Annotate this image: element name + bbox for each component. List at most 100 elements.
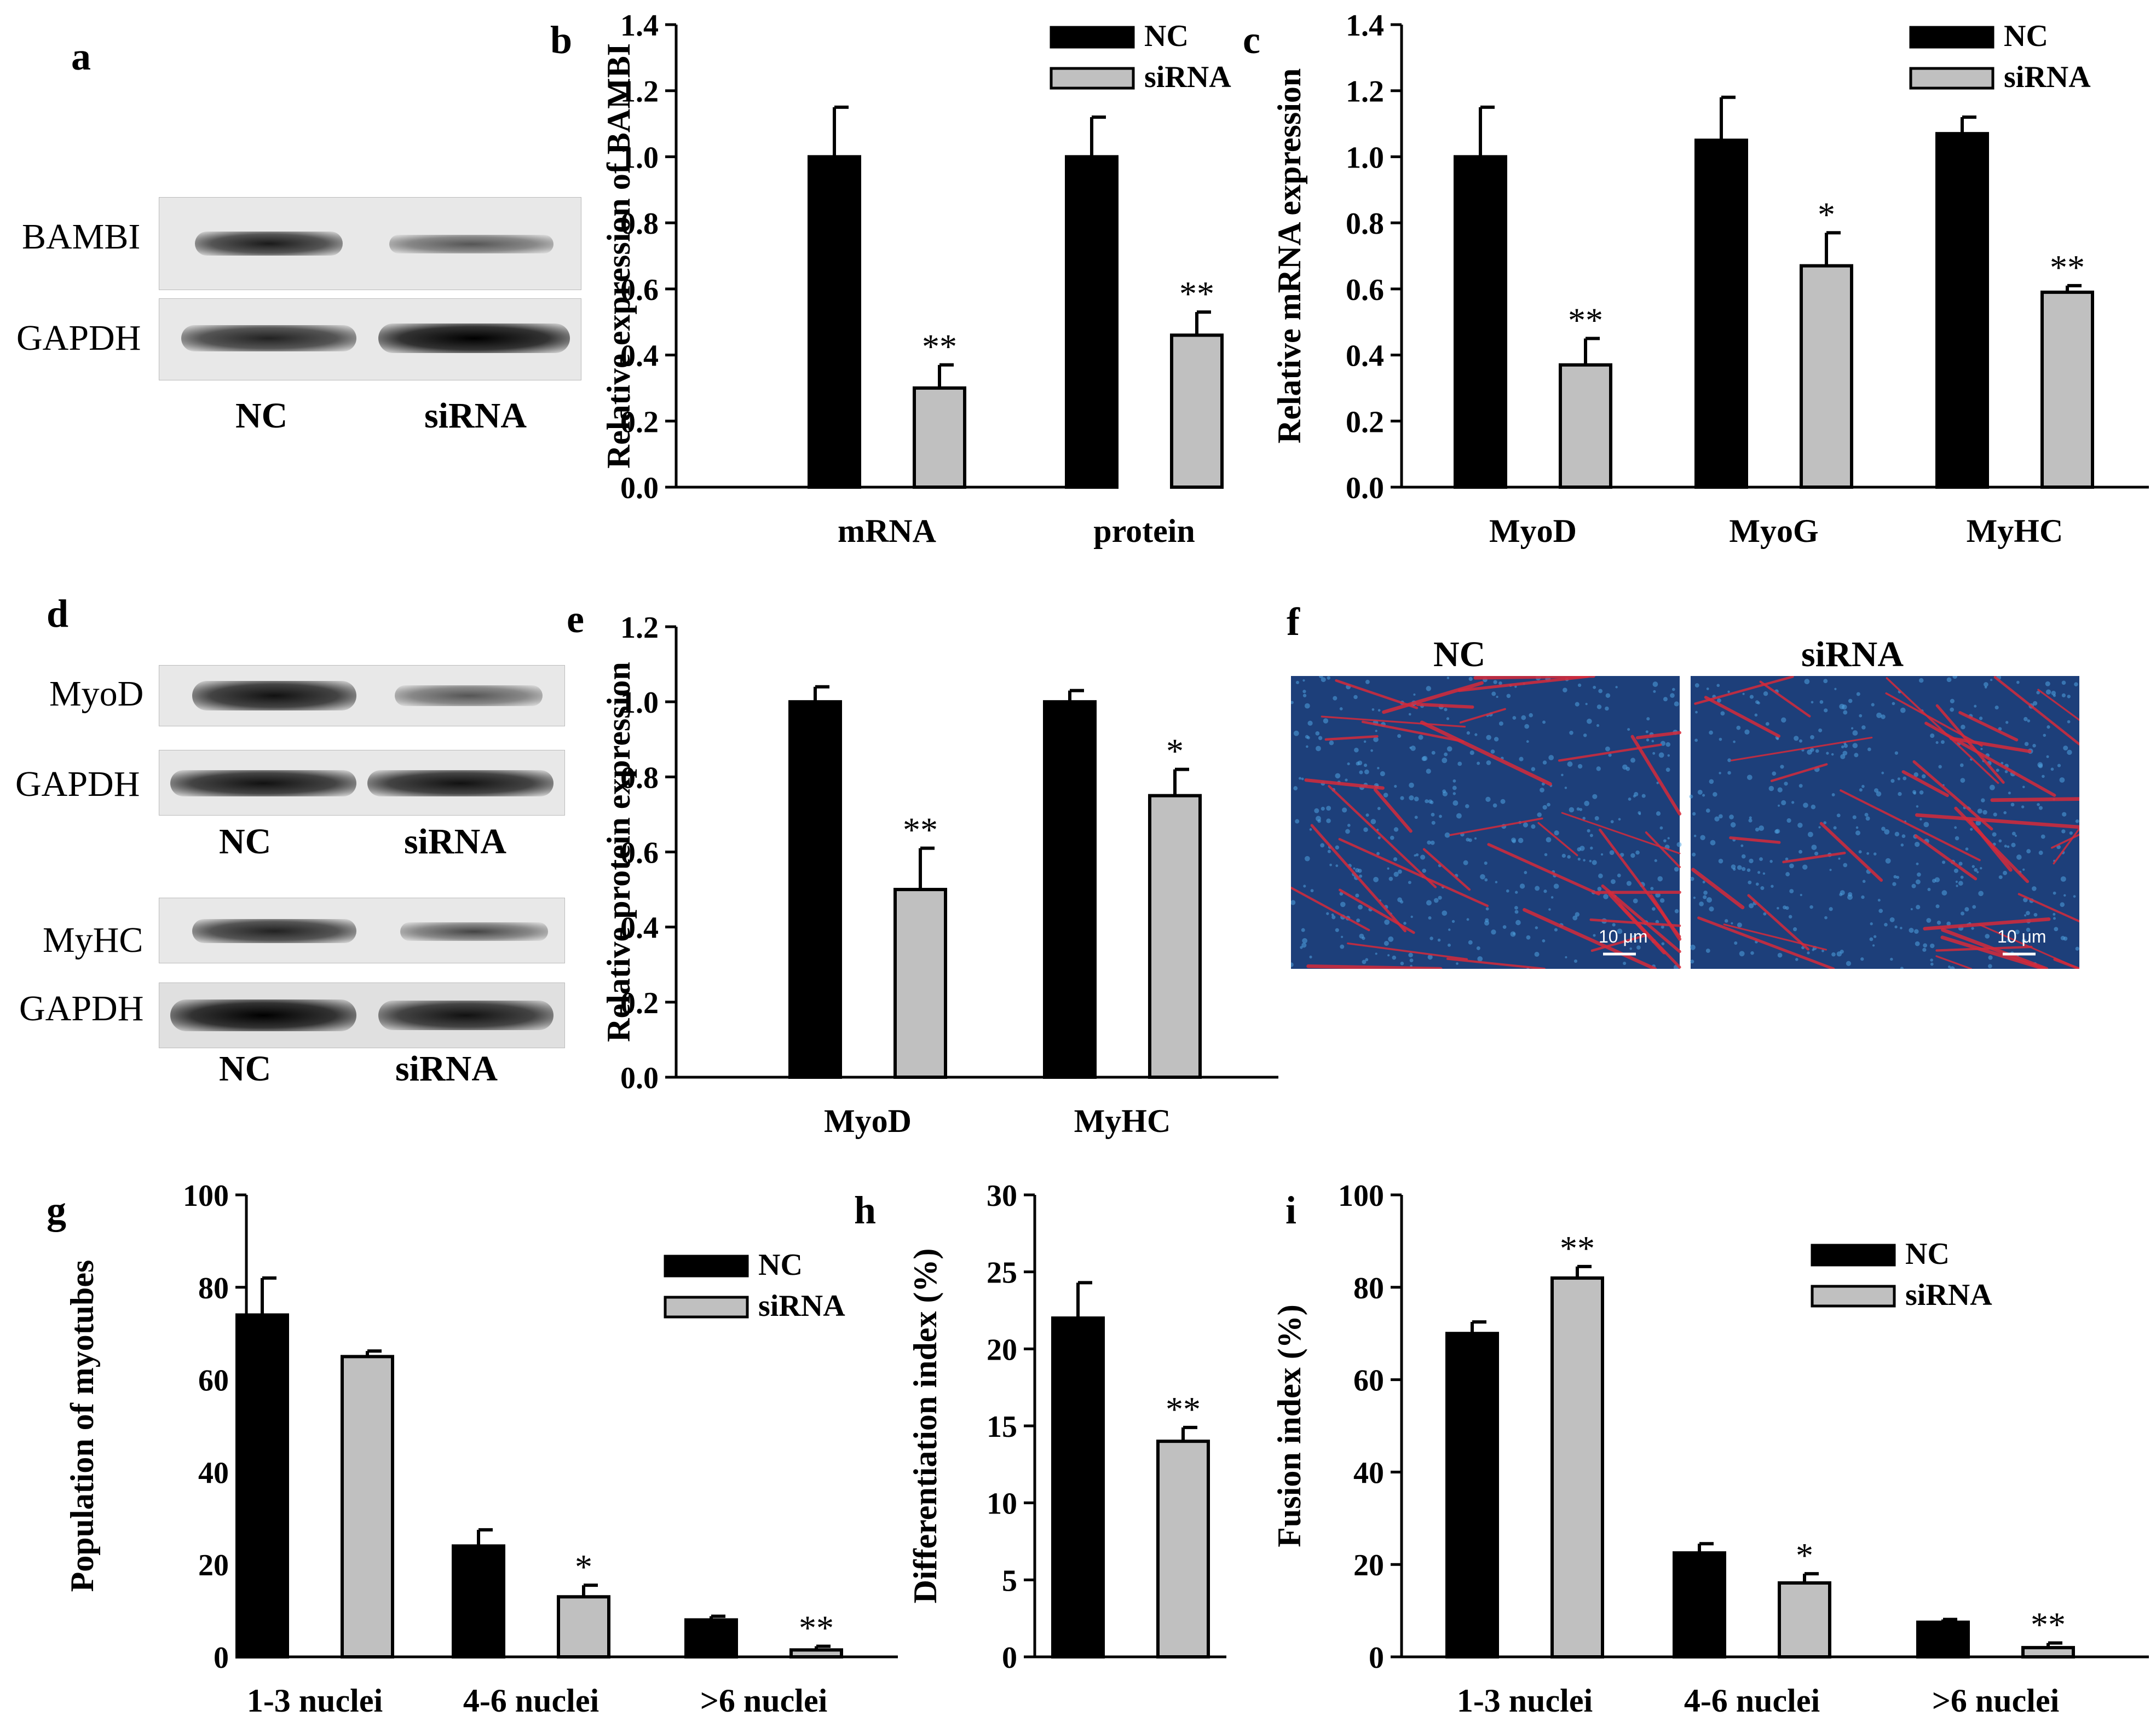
nucleus [2075, 819, 2079, 823]
nucleus [1852, 743, 1858, 748]
nucleus [1301, 928, 1305, 932]
myotube [1935, 955, 1973, 969]
nucleus [2061, 693, 2066, 697]
nucleus [1583, 733, 1587, 737]
nucleus [1993, 812, 1997, 817]
nucleus [2046, 755, 2049, 758]
myotube [2053, 958, 2079, 969]
significance-g: ** [799, 1609, 834, 1648]
nucleus [1596, 704, 1602, 709]
nucleus [1576, 807, 1580, 811]
nucleus [1610, 820, 1614, 824]
nucleus [1491, 691, 1496, 696]
y-axis-label-h: Differentiation index (%) [907, 1249, 943, 1604]
nucleus [1598, 873, 1603, 879]
nucleus [1326, 912, 1329, 915]
nucleus [1641, 794, 1646, 798]
nucleus [1843, 710, 1848, 715]
nucleus [1548, 908, 1551, 911]
nucleus [1359, 874, 1363, 878]
nucleus [1333, 696, 1338, 701]
nucleus [1609, 850, 1615, 856]
nucleus [1881, 771, 1884, 775]
nucleus [1890, 779, 1895, 783]
y-tick-label-g: 20 [198, 1548, 229, 1582]
y-tick-label-c: 0.8 [1346, 207, 1384, 241]
nucleus [1365, 679, 1370, 684]
nucleus [1754, 713, 1758, 717]
nucleus [1596, 766, 1601, 771]
myotube [1691, 868, 1745, 910]
nucleus [1923, 822, 1929, 828]
bar-i-sirna-2 [2021, 1646, 2075, 1659]
nucleus [1789, 889, 1794, 894]
y-tick-label-c: 1.4 [1346, 9, 1384, 43]
myotube [1338, 888, 1415, 934]
nucleus [2021, 805, 2025, 808]
myotube [2053, 828, 2079, 865]
nucleus [1537, 812, 1542, 817]
nucleus [2061, 829, 2066, 834]
nucleus [1493, 680, 1497, 684]
nucleus [1727, 771, 1731, 775]
nucleus [1446, 746, 1452, 752]
nucleus [1529, 713, 1533, 718]
nucleus [1442, 758, 1448, 764]
myotube [1291, 886, 1370, 932]
bar-e-sirna-0 [893, 888, 947, 1079]
myotube [1382, 681, 1484, 714]
myotube [1923, 917, 2051, 931]
myotube [1324, 735, 1379, 741]
nucleus [2022, 868, 2025, 871]
y-tick-label-e: 0.8 [620, 761, 659, 795]
nucleus [1553, 883, 1559, 889]
nucleus [1363, 764, 1368, 767]
nucleus [1802, 864, 1808, 870]
nucleus [1917, 872, 1921, 877]
nucleus [1980, 748, 1983, 750]
nucleus [1814, 851, 1819, 856]
nucleus [1375, 952, 1377, 955]
bar-c-sirna-0 [1559, 363, 1612, 489]
scale-bar-label-sirna: 10 μm [1997, 927, 2047, 946]
nucleus [1912, 790, 1916, 794]
scale-bar-label-nc: 10 μm [1599, 927, 1648, 946]
nucleus [1431, 820, 1436, 825]
nucleus [1755, 882, 1759, 886]
x-tick-label-g: 1-3 nuclei [247, 1683, 383, 1719]
nucleus [1331, 913, 1334, 916]
blot-label-bambi: BAMBI [22, 217, 141, 257]
y-tick-label-c: 0.4 [1346, 339, 1384, 373]
nucleus [2022, 785, 2025, 789]
nucleus [1572, 915, 1578, 921]
nucleus [1585, 703, 1588, 706]
y-tick-label-h: 15 [987, 1410, 1017, 1444]
nucleus [1414, 796, 1419, 802]
nucleus [1932, 879, 1936, 883]
panel-c-letter: c [1243, 18, 1260, 62]
nucleus [1448, 928, 1451, 931]
nucleus [1930, 958, 1933, 962]
nucleus [1950, 707, 1955, 712]
bar-g-sirna-1 [557, 1595, 610, 1659]
nucleus [1523, 822, 1528, 828]
y-tick-label-g: 60 [198, 1364, 229, 1398]
nucleus [1950, 698, 1955, 703]
nucleus [1363, 827, 1368, 833]
nucleus [1291, 962, 1294, 967]
nucleus [1714, 816, 1720, 822]
nucleus [2026, 911, 2030, 916]
myotube [1704, 696, 1781, 738]
nucleus [1612, 923, 1616, 927]
blot-label-gapdh: GAPDH [16, 318, 141, 358]
y-axis-label-g: Population of myotubes [64, 1260, 100, 1592]
nucleus [1674, 866, 1679, 872]
nucleus [2053, 912, 2056, 916]
nucleus [1456, 813, 1462, 819]
nucleus [1840, 890, 1845, 895]
nucleus [2021, 938, 2027, 944]
myotube [1935, 704, 2005, 784]
panel-e-letter: e [567, 597, 584, 641]
nucleus [1815, 749, 1819, 753]
nucleus [1587, 829, 1590, 833]
